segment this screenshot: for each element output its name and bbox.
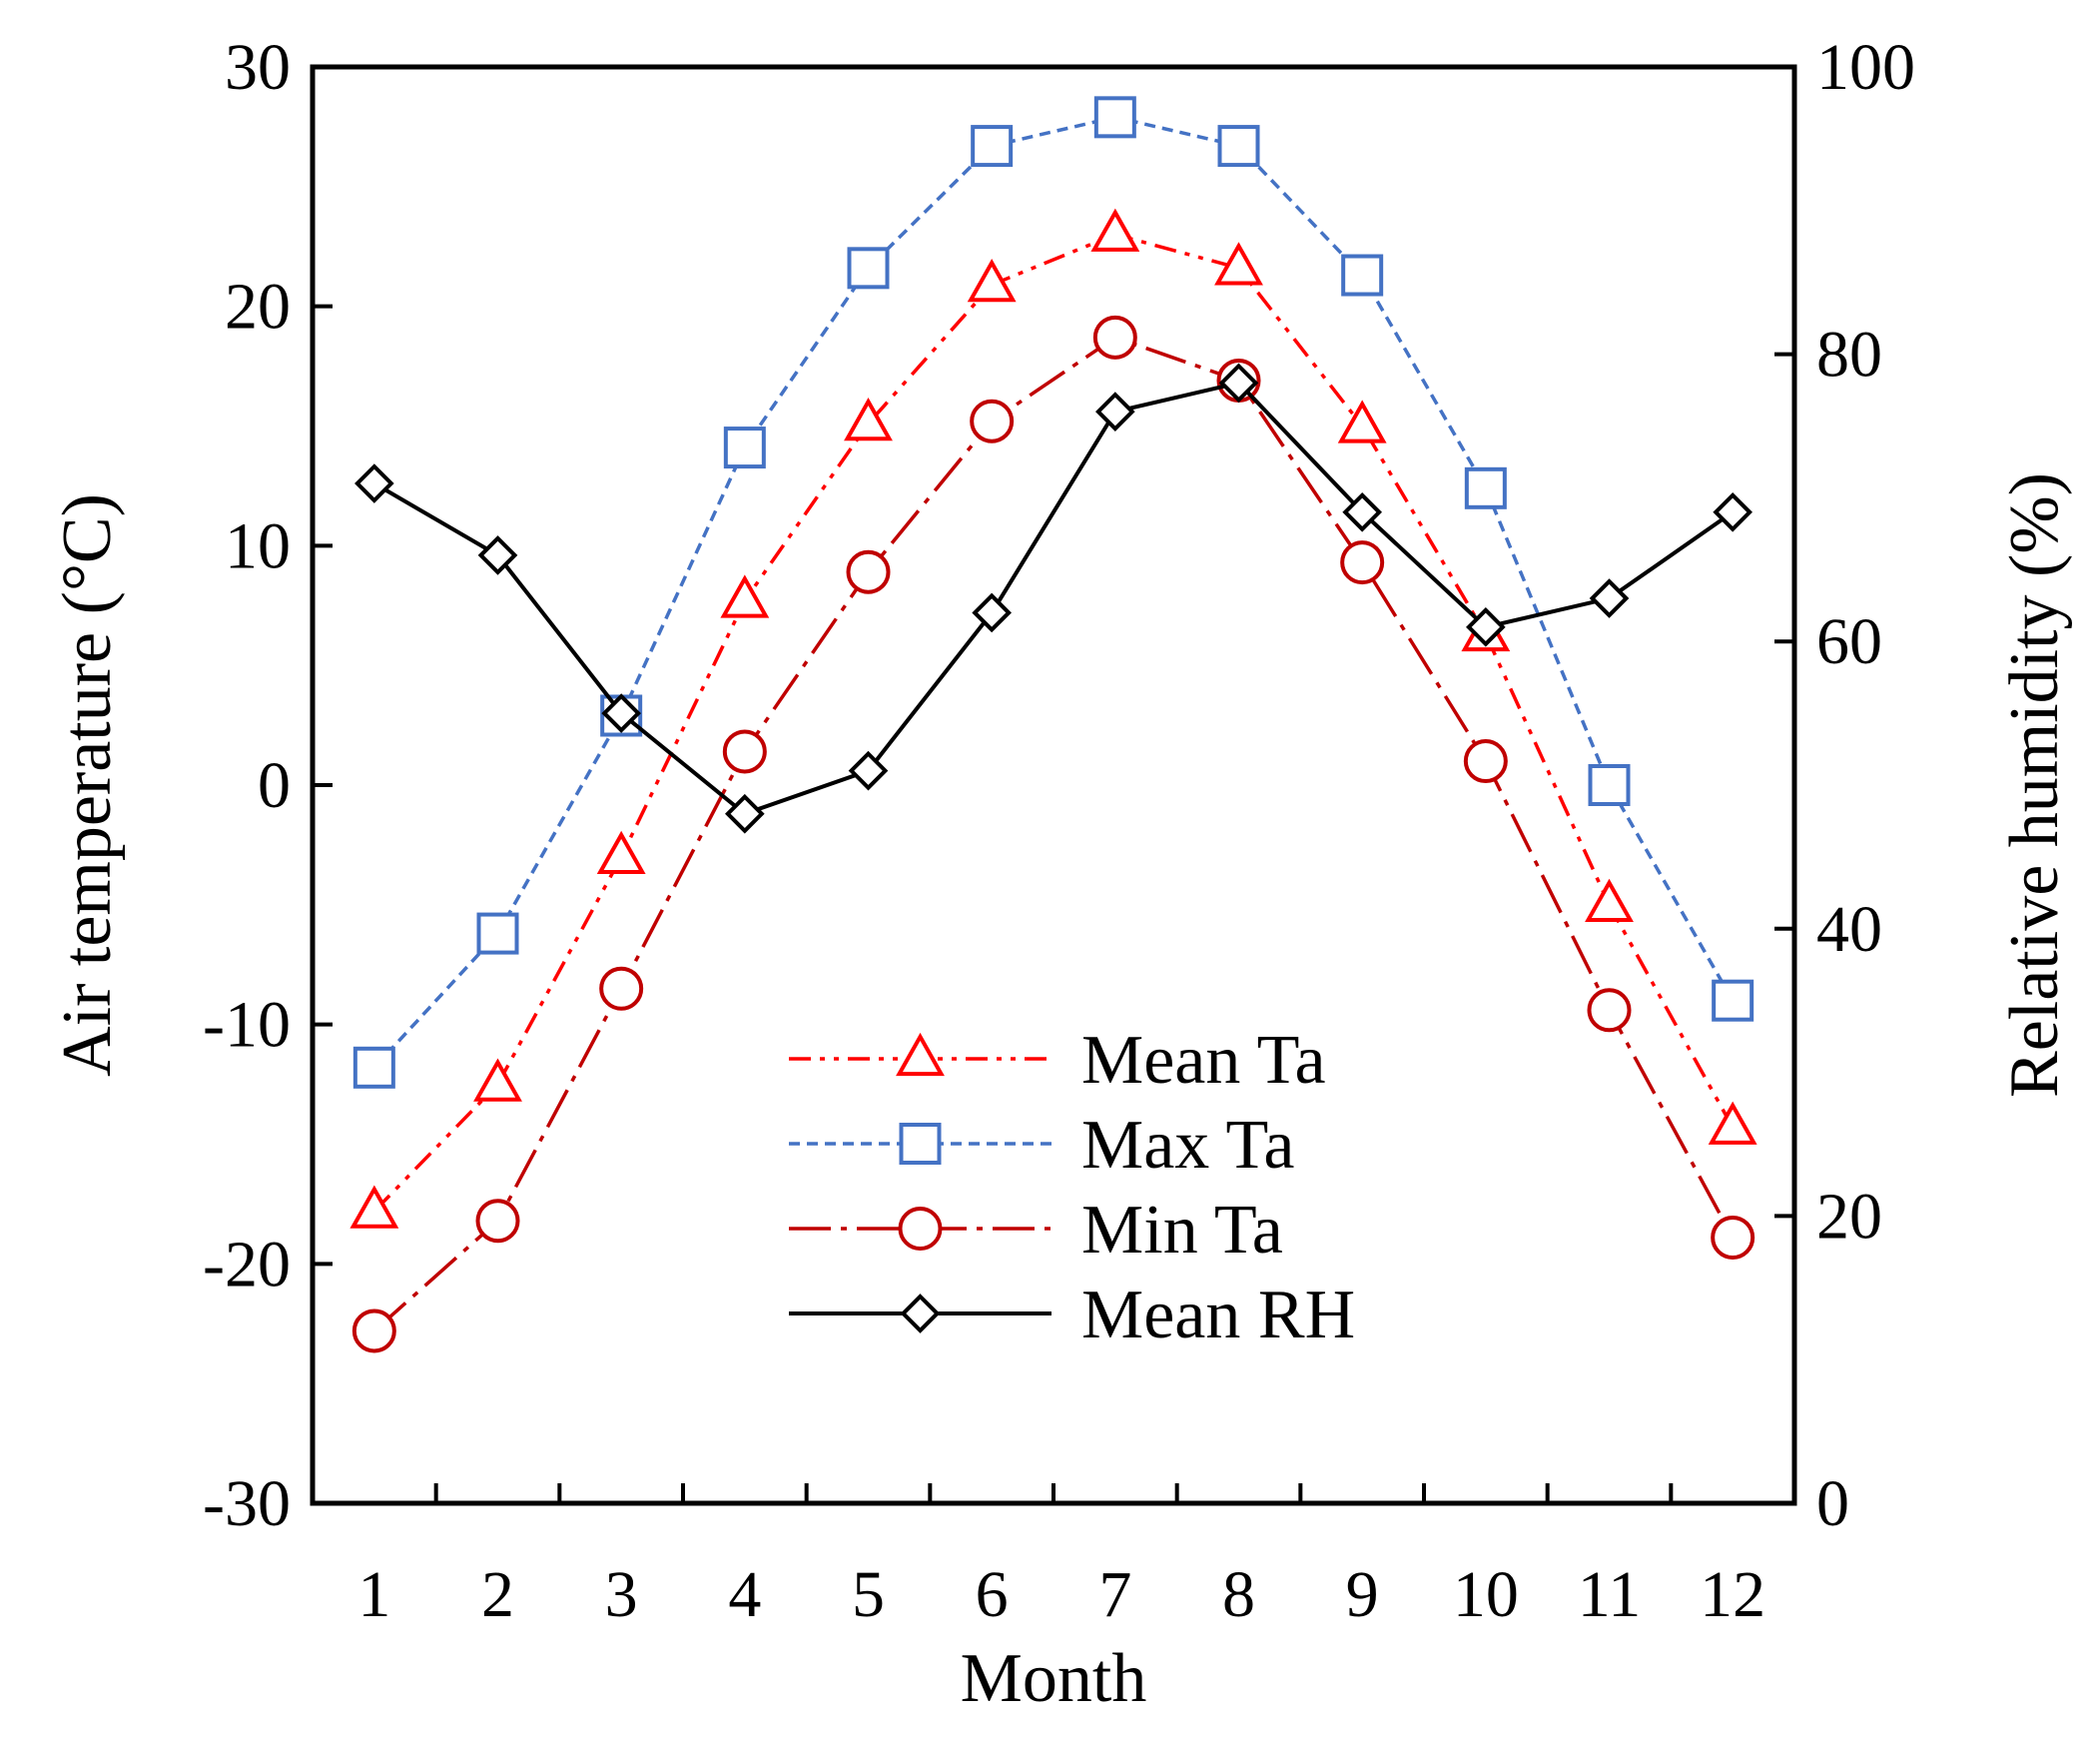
left-axis-title: Air temperature (°C) — [49, 493, 126, 1077]
series-line-mean-rh — [372, 381, 1735, 817]
plot-frame — [310, 64, 1797, 1506]
y-right-tick-label: 40 — [1816, 893, 1882, 966]
x-tick-label: 11 — [1578, 1558, 1642, 1631]
data-point-mean-ta — [473, 1058, 522, 1102]
data-point-max-ta — [1588, 764, 1631, 806]
data-point-min-ta — [846, 549, 891, 594]
x-tick-label: 12 — [1700, 1558, 1765, 1631]
y-right-tick-label: 0 — [1816, 1467, 1849, 1540]
y-right-tick-label: 60 — [1816, 605, 1882, 678]
data-point-min-ta — [1340, 540, 1385, 585]
data-point-mean-ta — [1708, 1101, 1757, 1145]
data-point-mean-rh — [1713, 491, 1752, 532]
y-left-tick-label: 30 — [225, 31, 291, 104]
data-point-mean-rh — [1095, 392, 1135, 432]
right-axis-title: Relative humidity (%) — [1996, 472, 2073, 1098]
y-left-tick-label: 20 — [225, 271, 291, 344]
data-point-max-ta — [971, 125, 1014, 168]
data-point-min-ta — [1463, 739, 1508, 784]
data-point-min-ta — [1092, 315, 1137, 360]
legend-label-max-ta: Max Ta — [1081, 1107, 1295, 1184]
data-point-mean-rh — [1218, 363, 1259, 404]
data-point-mean-rh — [1342, 491, 1382, 532]
data-point-max-ta — [1712, 979, 1754, 1022]
data-point-mean-rh — [848, 750, 889, 791]
data-point-min-ta — [722, 729, 767, 774]
data-point-mean-ta — [350, 1185, 399, 1229]
x-tick-label: 5 — [852, 1558, 885, 1631]
y-right-tick-label: 80 — [1816, 319, 1882, 392]
y-right-tick-label: 20 — [1816, 1180, 1882, 1253]
x-tick-label: 9 — [1346, 1558, 1379, 1631]
data-point-mean-rh — [972, 592, 1012, 633]
y-left-tick-label: 0 — [258, 749, 291, 822]
data-point-min-ta — [970, 399, 1015, 443]
x-tick-label: 7 — [1098, 1558, 1131, 1631]
x-tick-label: 1 — [357, 1558, 390, 1631]
data-point-min-ta — [351, 1308, 396, 1353]
data-point-mean-rh — [477, 535, 518, 575]
data-point-max-ta — [1093, 96, 1136, 139]
y-left-tick-label: -10 — [203, 989, 291, 1062]
data-point-max-ta — [1464, 466, 1507, 509]
legend-marker-min-ta — [898, 1207, 943, 1251]
legend-marker-max-ta — [899, 1123, 942, 1165]
x-tick-label: 2 — [481, 1558, 514, 1631]
series-line-min-ta — [372, 335, 1735, 1332]
data-point-mean-ta — [1090, 208, 1140, 252]
data-point-max-ta — [723, 427, 766, 469]
y-left-tick-label: -30 — [203, 1467, 291, 1540]
data-point-max-ta — [847, 247, 890, 290]
x-tick-label: 6 — [976, 1558, 1009, 1631]
legend-label-mean-ta: Mean Ta — [1081, 1022, 1326, 1099]
data-point-min-ta — [599, 966, 644, 1011]
data-point-min-ta — [1587, 988, 1632, 1033]
data-point-mean-rh — [601, 693, 641, 733]
data-point-mean-ta — [596, 830, 646, 875]
x-tick-label: 4 — [728, 1558, 761, 1631]
data-point-max-ta — [352, 1046, 395, 1089]
x-axis-title: Month — [961, 1640, 1147, 1717]
legend-label-mean-rh: Mean RH — [1081, 1277, 1355, 1353]
data-point-mean-rh — [1466, 606, 1506, 647]
x-tick-label: 8 — [1222, 1558, 1255, 1631]
legend-marker-mean-rh — [900, 1294, 941, 1333]
legend-marker-mean-ta — [896, 1032, 945, 1077]
data-point-max-ta — [476, 912, 519, 955]
data-point-mean-ta — [1214, 242, 1263, 286]
y-left-tick-label: -20 — [203, 1228, 291, 1301]
data-point-mean-ta — [720, 574, 770, 618]
data-point-min-ta — [475, 1199, 520, 1244]
data-point-mean-rh — [725, 793, 765, 834]
data-point-mean-ta — [1337, 400, 1387, 443]
data-point-mean-rh — [354, 463, 394, 503]
series-line-mean-ta — [372, 232, 1735, 1213]
data-point-max-ta — [1341, 254, 1384, 297]
x-tick-label: 3 — [605, 1558, 638, 1631]
data-point-min-ta — [1711, 1215, 1755, 1260]
data-point-mean-ta — [1585, 878, 1634, 922]
data-point-max-ta — [1217, 125, 1260, 168]
data-point-mean-ta — [967, 258, 1017, 303]
data-point-mean-ta — [844, 397, 893, 441]
y-right-tick-label: 100 — [1816, 31, 1915, 104]
x-tick-label: 10 — [1453, 1558, 1519, 1631]
legend-label-min-ta: Min Ta — [1081, 1192, 1283, 1269]
y-left-tick-label: 10 — [225, 509, 291, 582]
data-point-mean-rh — [1589, 578, 1630, 618]
